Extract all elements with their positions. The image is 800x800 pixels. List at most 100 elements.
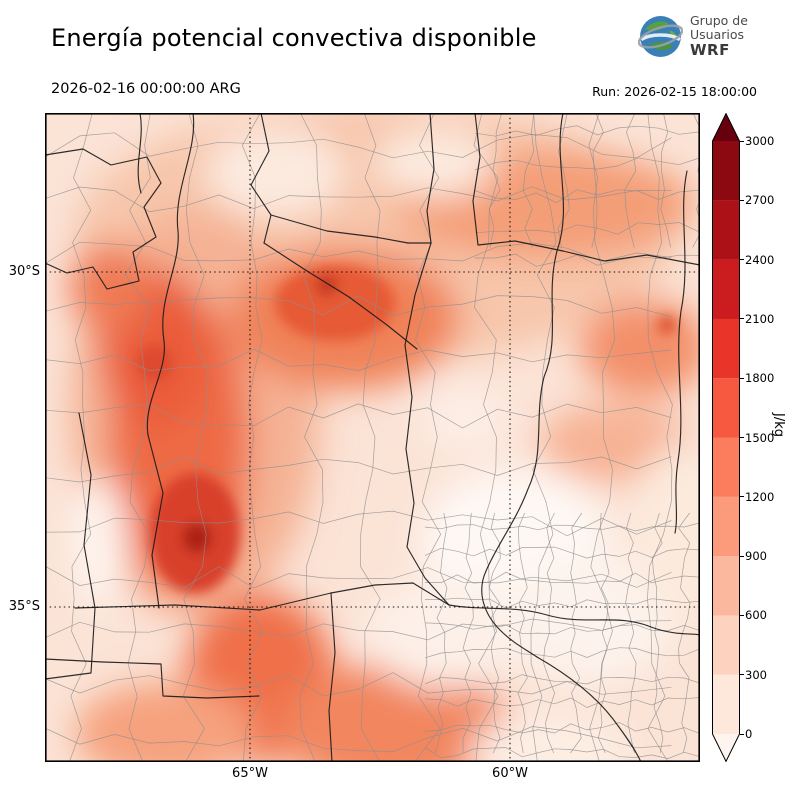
department-boundary-line (424, 571, 700, 584)
colorbar-segment (712, 200, 740, 260)
department-boundary-line (424, 647, 700, 659)
colorbar-tickmark (740, 733, 744, 735)
department-boundary-line (473, 113, 499, 762)
x-axis-label-65w: 65°W (232, 766, 268, 781)
department-boundary-line (45, 456, 672, 483)
department-boundary-line (570, 512, 583, 754)
colorbar-segment (712, 496, 740, 557)
y-axis-label-30s: 30°S (8, 264, 40, 279)
colorbar-over-arrow (712, 113, 740, 141)
colorbar (712, 113, 740, 762)
department-boundary-line (45, 241, 672, 264)
department-boundary-line (522, 113, 535, 248)
department-boundary-line (45, 510, 672, 537)
colorbar-outline (712, 113, 740, 762)
department-boundary-line (241, 113, 263, 762)
department-boundary-line (45, 618, 672, 641)
colorbar-segment (712, 437, 740, 497)
colorbar-tick-label: 300 (745, 667, 767, 682)
colorbar-segment (712, 674, 740, 735)
department-boundary-line (488, 113, 503, 248)
run-time-label: Run: 2026-02-15 18:00:00 (592, 84, 757, 99)
department-boundary-line (182, 113, 209, 762)
cape-field-cores (137, 265, 677, 593)
colorbar-unit-label: J/kg (771, 413, 786, 437)
department-boundary-line (543, 512, 555, 754)
department-boundary-line (45, 186, 672, 213)
department-boundary-line (45, 132, 672, 159)
colorbar-under-arrow (712, 734, 740, 762)
department-boundary-line (424, 697, 700, 708)
logo-line1: Grupo de (690, 13, 748, 29)
department-boundary-line (45, 726, 672, 752)
department-boundary-line (424, 522, 700, 532)
colorbar-tick-label: 2400 (745, 252, 775, 267)
colorbar-segment (712, 556, 740, 616)
department-boundary-line (588, 113, 616, 762)
colorbar-tick-label: 1800 (745, 371, 775, 386)
wrf-logo: Grupo de Usuarios WRF (638, 14, 748, 59)
department-boundary-line (474, 125, 700, 137)
wrf-logo-text: Grupo de Usuarios WRF (690, 14, 748, 59)
department-boundary-line (474, 157, 700, 171)
colorbar-segment (712, 259, 740, 319)
department-boundary-line (45, 403, 672, 429)
department-boundary-line (624, 113, 637, 248)
logo-line3: WRF (690, 41, 730, 60)
colorbar-tick-label: 600 (745, 608, 767, 623)
colorbar-tickmark (740, 140, 744, 142)
department-boundary-line (597, 512, 610, 754)
department-boundary-line (424, 546, 700, 559)
department-boundary-line (591, 113, 604, 248)
valid-time-label: 2026-02-16 00:00:00 ARG (51, 81, 241, 97)
colorbar-segment (712, 378, 740, 438)
colorbar-segment (712, 318, 740, 379)
colorbar-tick-label: 2700 (745, 193, 775, 208)
department-boundary-line (424, 722, 700, 735)
wrf-globe-icon (638, 16, 683, 57)
colorbar-segment (712, 615, 740, 675)
colorbar-tick-label: 3000 (745, 134, 775, 148)
department-boundary-line (45, 565, 672, 589)
y-axis-label-35s: 35°S (8, 599, 40, 614)
colorbar-tickmark (740, 674, 744, 676)
department-boundary-line (678, 512, 691, 754)
cape-map (45, 113, 700, 762)
colorbar-tickmark (740, 555, 744, 557)
x-axis-label-60w: 60°W (492, 766, 528, 781)
department-boundary-line (299, 113, 324, 762)
department-boundary-line (660, 113, 671, 248)
colorbar-segment (712, 141, 740, 201)
colorbar-tickmark (740, 377, 744, 379)
department-boundary-line (424, 622, 700, 635)
department-boundary-line (69, 113, 93, 762)
colorbar-tick-label: 2100 (745, 311, 775, 326)
colorbar-tickmark (740, 496, 744, 498)
department-boundary-line (557, 113, 570, 248)
colorbar-tickmark (740, 199, 744, 201)
colorbar-tickmark (740, 259, 744, 261)
department-boundary-line (462, 512, 474, 754)
colorbar-tick-label: 1200 (745, 489, 775, 504)
department-boundary-line (517, 512, 528, 754)
map-border (45, 113, 700, 762)
department-boundaries (45, 113, 700, 762)
colorbar-tickmark (740, 614, 744, 616)
figure-title: Energía potencial convectiva disponible (51, 24, 537, 52)
department-boundary-line (474, 189, 700, 204)
department-boundary-line (124, 113, 151, 762)
department-boundary-line (45, 295, 672, 318)
department-boundary-line (647, 113, 673, 762)
department-boundary-line (434, 512, 448, 754)
colorbar-tickmark (740, 318, 744, 320)
map-panel (45, 113, 700, 762)
colorbar-tick-label: 1500 (745, 430, 775, 445)
department-boundary-line (488, 512, 501, 754)
province-boundaries (45, 113, 700, 762)
colorbar-tick-label: 900 (745, 549, 767, 564)
department-boundary-line (45, 348, 672, 371)
department-boundary-line (424, 674, 700, 685)
colorbar-tickmark (740, 437, 744, 438)
logo-line2: Usuarios (690, 27, 745, 43)
